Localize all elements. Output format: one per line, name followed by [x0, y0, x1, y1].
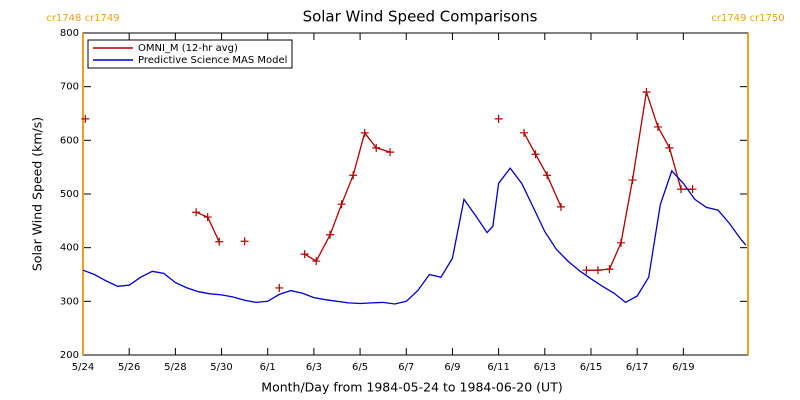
data-point: [337, 200, 346, 209]
data-point: [312, 257, 321, 266]
data-point: [531, 150, 540, 159]
x-tick-label: 6/7: [398, 362, 414, 373]
data-point: [582, 266, 591, 275]
data-point: [494, 114, 503, 123]
legend-label: Predictive Science MAS Model: [138, 55, 287, 66]
data-point: [543, 171, 552, 180]
data-point: [605, 265, 614, 274]
data-point: [300, 250, 309, 259]
data-point: [628, 176, 637, 185]
x-axis-label: Month/Day from 1984-05-24 to 1984-06-20 …: [261, 380, 562, 395]
x-tick-label: 6/9: [444, 362, 460, 373]
data-point: [688, 185, 697, 194]
series-line: [523, 132, 562, 208]
data-point: [81, 114, 90, 123]
series-line: [82, 167, 747, 305]
data-point: [665, 143, 674, 152]
data-point: [275, 283, 284, 292]
data-point: [642, 88, 651, 97]
data-point: [617, 238, 626, 247]
x-tick-label: 6/17: [626, 362, 648, 373]
y-tick-label: 600: [60, 135, 79, 146]
y-tick-label: 200: [60, 350, 79, 361]
x-tick-label: 6/19: [672, 362, 694, 373]
x-tick-label: 6/5: [352, 362, 368, 373]
data-point: [653, 122, 662, 131]
data-point: [326, 230, 335, 239]
y-axis-label: Solar Wind Speed (km/s): [30, 117, 45, 271]
x-tick-label: 6/15: [580, 362, 602, 373]
data-point: [360, 128, 369, 137]
y-tick-label: 300: [60, 296, 79, 307]
x-tick-label: 5/24: [72, 362, 94, 373]
chart-title: Solar Wind Speed Comparisons: [303, 8, 538, 26]
legend-label: OMNI_M (12-hr avg): [138, 43, 238, 54]
data-point: [556, 202, 565, 211]
data-point: [593, 266, 602, 275]
data-point: [215, 237, 224, 246]
series-line: [304, 131, 391, 263]
data-point: [203, 213, 212, 222]
y-tick-label: 800: [60, 28, 79, 39]
carrington-label: cr1748 cr1749: [46, 13, 119, 24]
x-tick-label: 6/13: [534, 362, 556, 373]
data-point: [520, 128, 529, 137]
data-point: [349, 171, 358, 180]
series-line: [586, 91, 693, 271]
y-tick-label: 700: [60, 82, 79, 93]
x-tick-label: 6/3: [306, 362, 322, 373]
y-tick-label: 400: [60, 243, 79, 254]
x-tick-label: 5/30: [210, 362, 232, 373]
data-point: [240, 237, 249, 246]
carrington-label: cr1749 cr1750: [711, 13, 784, 24]
legend-box: [87, 39, 293, 69]
data-point: [372, 143, 381, 152]
y-tick-label: 500: [60, 189, 79, 200]
x-tick-label: 6/11: [487, 362, 509, 373]
x-tick-label: 5/28: [164, 362, 186, 373]
data-point: [386, 148, 395, 157]
x-tick-label: 6/1: [260, 362, 276, 373]
data-point: [192, 208, 201, 217]
x-tick-label: 5/26: [118, 362, 140, 373]
data-point: [677, 185, 686, 194]
